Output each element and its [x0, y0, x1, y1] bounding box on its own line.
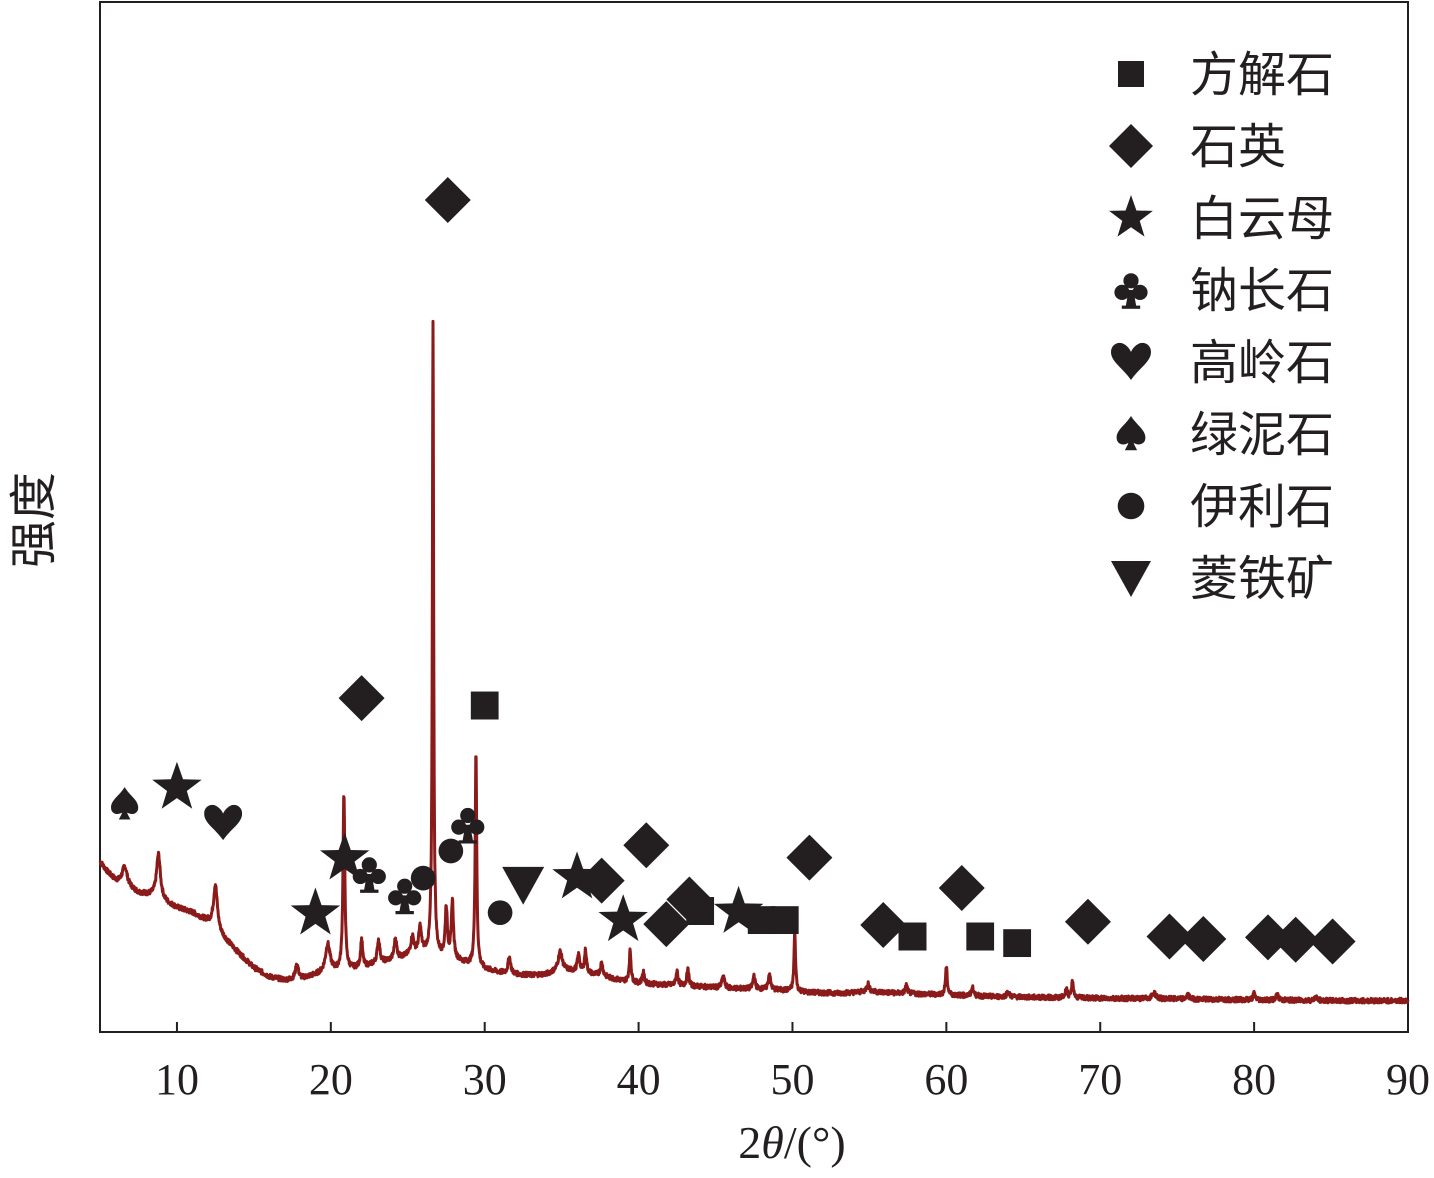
legend-circle-icon — [1117, 492, 1145, 520]
x-tick-label: 20 — [309, 1055, 353, 1104]
legend-label: 方解石 — [1190, 47, 1334, 103]
peak-markers — [111, 177, 1356, 965]
peak-marker-square — [898, 922, 927, 951]
legend-label: 高岭石 — [1190, 335, 1334, 391]
peak-marker-spade — [111, 787, 139, 820]
legend-club-icon — [1114, 273, 1148, 309]
legend-diamond-icon — [1109, 124, 1153, 168]
peak-marker-club — [451, 807, 485, 844]
legend-star-icon — [1109, 195, 1153, 237]
legend-label: 菱铁矿 — [1190, 551, 1334, 607]
peak-marker-diamond — [338, 675, 385, 722]
peak-marker-diamond — [938, 865, 985, 912]
peak-marker-circle — [410, 865, 436, 891]
peak-marker-diamond — [1064, 898, 1111, 945]
x-axis-ticks — [175, 1022, 1409, 1032]
peak-marker-square — [770, 906, 799, 935]
x-axis-label: 2θ/(°) — [738, 1117, 845, 1168]
peak-marker-star — [598, 894, 648, 942]
legend-label: 白云母 — [1190, 191, 1334, 247]
x-tick-label: 50 — [770, 1055, 814, 1104]
x-tick-label: 60 — [924, 1055, 968, 1104]
x-tick-label: 40 — [617, 1055, 661, 1104]
peak-marker-diamond — [623, 822, 670, 869]
peak-marker-diamond — [578, 857, 625, 904]
peak-marker-square — [966, 922, 995, 951]
peak-marker-club — [352, 857, 386, 893]
legend-label: 伊利石 — [1190, 479, 1334, 535]
peak-marker-diamond — [1309, 918, 1356, 965]
x-tick-label: 70 — [1078, 1055, 1122, 1104]
peak-marker-heart — [204, 804, 243, 841]
peak-marker-square — [1003, 929, 1032, 958]
peak-marker-star — [152, 761, 202, 809]
legend-triangle-icon — [1111, 561, 1151, 597]
peak-marker-square — [686, 897, 715, 926]
x-tick-label: 10 — [155, 1055, 199, 1104]
legend-heart-icon — [1111, 342, 1151, 380]
peak-marker-circle — [487, 900, 513, 926]
peak-marker-triangle — [502, 866, 545, 905]
legend-label: 石英 — [1190, 119, 1286, 175]
x-tick-label: 90 — [1386, 1055, 1430, 1104]
x-tick-label: 30 — [463, 1055, 507, 1104]
legend-square-icon — [1118, 61, 1144, 87]
legend-label: 绿泥石 — [1190, 407, 1334, 463]
peak-marker-diamond — [1180, 915, 1227, 962]
peak-marker-square — [470, 691, 499, 720]
plot-frame — [99, 1, 1409, 1033]
peak-marker-star — [290, 887, 341, 935]
x-axis-tick-labels: 10 20 30 40 50 60 70 80 90 — [155, 1055, 1430, 1104]
xrd-pattern-line — [98, 319, 1410, 1005]
x-tick-label: 80 — [1232, 1055, 1276, 1104]
y-axis-label: 强度 — [6, 472, 62, 568]
peak-marker-diamond — [424, 177, 471, 223]
legend-label: 钠长石 — [1190, 263, 1334, 319]
peak-marker-diamond — [786, 834, 833, 881]
peak-marker-circle — [438, 838, 464, 864]
legend-spade-icon — [1116, 416, 1146, 451]
